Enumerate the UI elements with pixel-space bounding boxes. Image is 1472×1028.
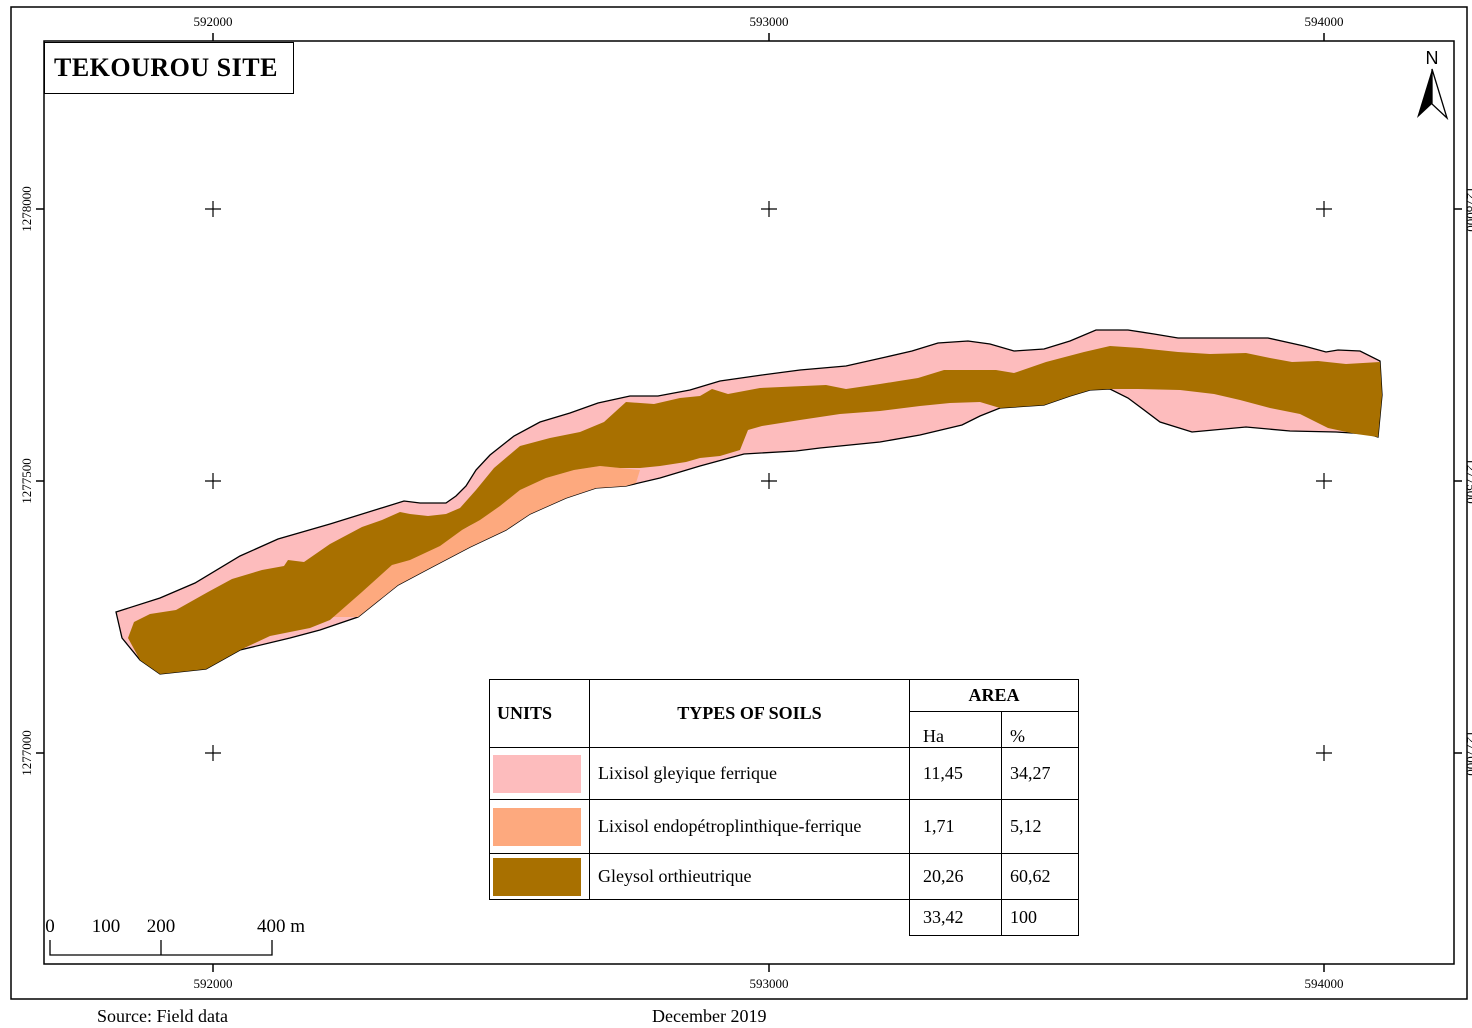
- scale-label-0: 0: [45, 916, 55, 937]
- header-pct: %: [1001, 711, 1079, 748]
- header-types: TYPES OF SOILS: [589, 679, 910, 748]
- x-label-bottom-1: 592000: [194, 976, 233, 991]
- legend-swatch-3: [493, 857, 581, 896]
- date-note: December 2019: [652, 1006, 767, 1026]
- legend-type-2: Lixisol endopétroplinthique-ferrique: [589, 799, 910, 854]
- legend-swatch-1: [493, 754, 581, 793]
- scale-label-200: 200: [147, 916, 176, 937]
- legend-total-ha: 33,42: [909, 899, 1002, 936]
- soil-lixisol-endopetroplinthique-ferrique: [330, 466, 640, 617]
- map-title: TEKOUROU SITE: [54, 53, 278, 82]
- legend-ha-1: 11,45: [909, 747, 1002, 800]
- header-area: AREA: [909, 679, 1079, 712]
- legend-ha-2: 1,71: [909, 799, 1002, 854]
- legend-swatch-2: [493, 807, 581, 846]
- legend-table: UNITS TYPES OF SOILS AREA Ha % Lixisol g…: [489, 679, 1079, 936]
- soil-gleysol-orthieutrique: [128, 346, 1382, 674]
- source-note: Source: Field data: [97, 1006, 228, 1026]
- y-label-right-3: 1277000: [1464, 730, 1472, 776]
- legend-type-1: Lixisol gleyique ferrique: [589, 747, 910, 800]
- legend-ha-3: 20,26: [909, 853, 1002, 900]
- scale-label-100: 100: [92, 916, 121, 937]
- north-arrow-icon: N: [1417, 48, 1449, 121]
- legend-pct-3: 60,62: [1001, 853, 1079, 900]
- legend-row: Gleysol orthieutrique 20,26 60,62: [489, 853, 1079, 900]
- grid-crosses: [205, 201, 1332, 761]
- y-label-left-3: 1277000: [19, 730, 34, 776]
- legend-row: Lixisol gleyique ferrique 11,45 34,27: [489, 747, 1079, 800]
- scale-label-400: 400 m: [257, 916, 305, 937]
- legend-total-row: 33,42 100: [490, 899, 1079, 936]
- legend-swatch-cell: [489, 853, 590, 900]
- map-title-box: TEKOUROU SITE: [44, 42, 294, 94]
- legend-swatch-cell: [489, 747, 590, 800]
- y-label-left-1: 1278000: [19, 186, 34, 232]
- legend-pct-2: 5,12: [1001, 799, 1079, 854]
- x-label-bottom-3: 594000: [1305, 976, 1344, 991]
- header-units: UNITS: [489, 679, 590, 748]
- scale-bar: 0 100 200 400 m: [45, 916, 305, 956]
- x-label-top-1: 592000: [194, 14, 233, 29]
- x-label-top-2: 593000: [750, 14, 789, 29]
- y-label-left-2: 1277500: [19, 458, 34, 504]
- legend-type-3: Gleysol orthieutrique: [589, 853, 910, 900]
- legend-total-pct: 100: [1001, 899, 1079, 936]
- y-label-right-1: 1278000: [1464, 186, 1472, 232]
- header-ha: Ha: [909, 711, 1002, 748]
- north-label: N: [1426, 48, 1439, 68]
- legend-row: Lixisol endopétroplinthique-ferrique 1,7…: [489, 799, 1079, 854]
- soil-map: [115, 329, 1383, 675]
- legend-swatch-cell: [489, 799, 590, 854]
- x-label-top-3: 594000: [1305, 14, 1344, 29]
- outer-border: [10, 6, 1468, 1000]
- y-label-right-2: 1277500: [1464, 458, 1472, 504]
- map-border: [43, 40, 1455, 965]
- legend-pct-1: 34,27: [1001, 747, 1079, 800]
- x-label-bottom-2: 593000: [750, 976, 789, 991]
- edge-ticks: [36, 33, 1462, 972]
